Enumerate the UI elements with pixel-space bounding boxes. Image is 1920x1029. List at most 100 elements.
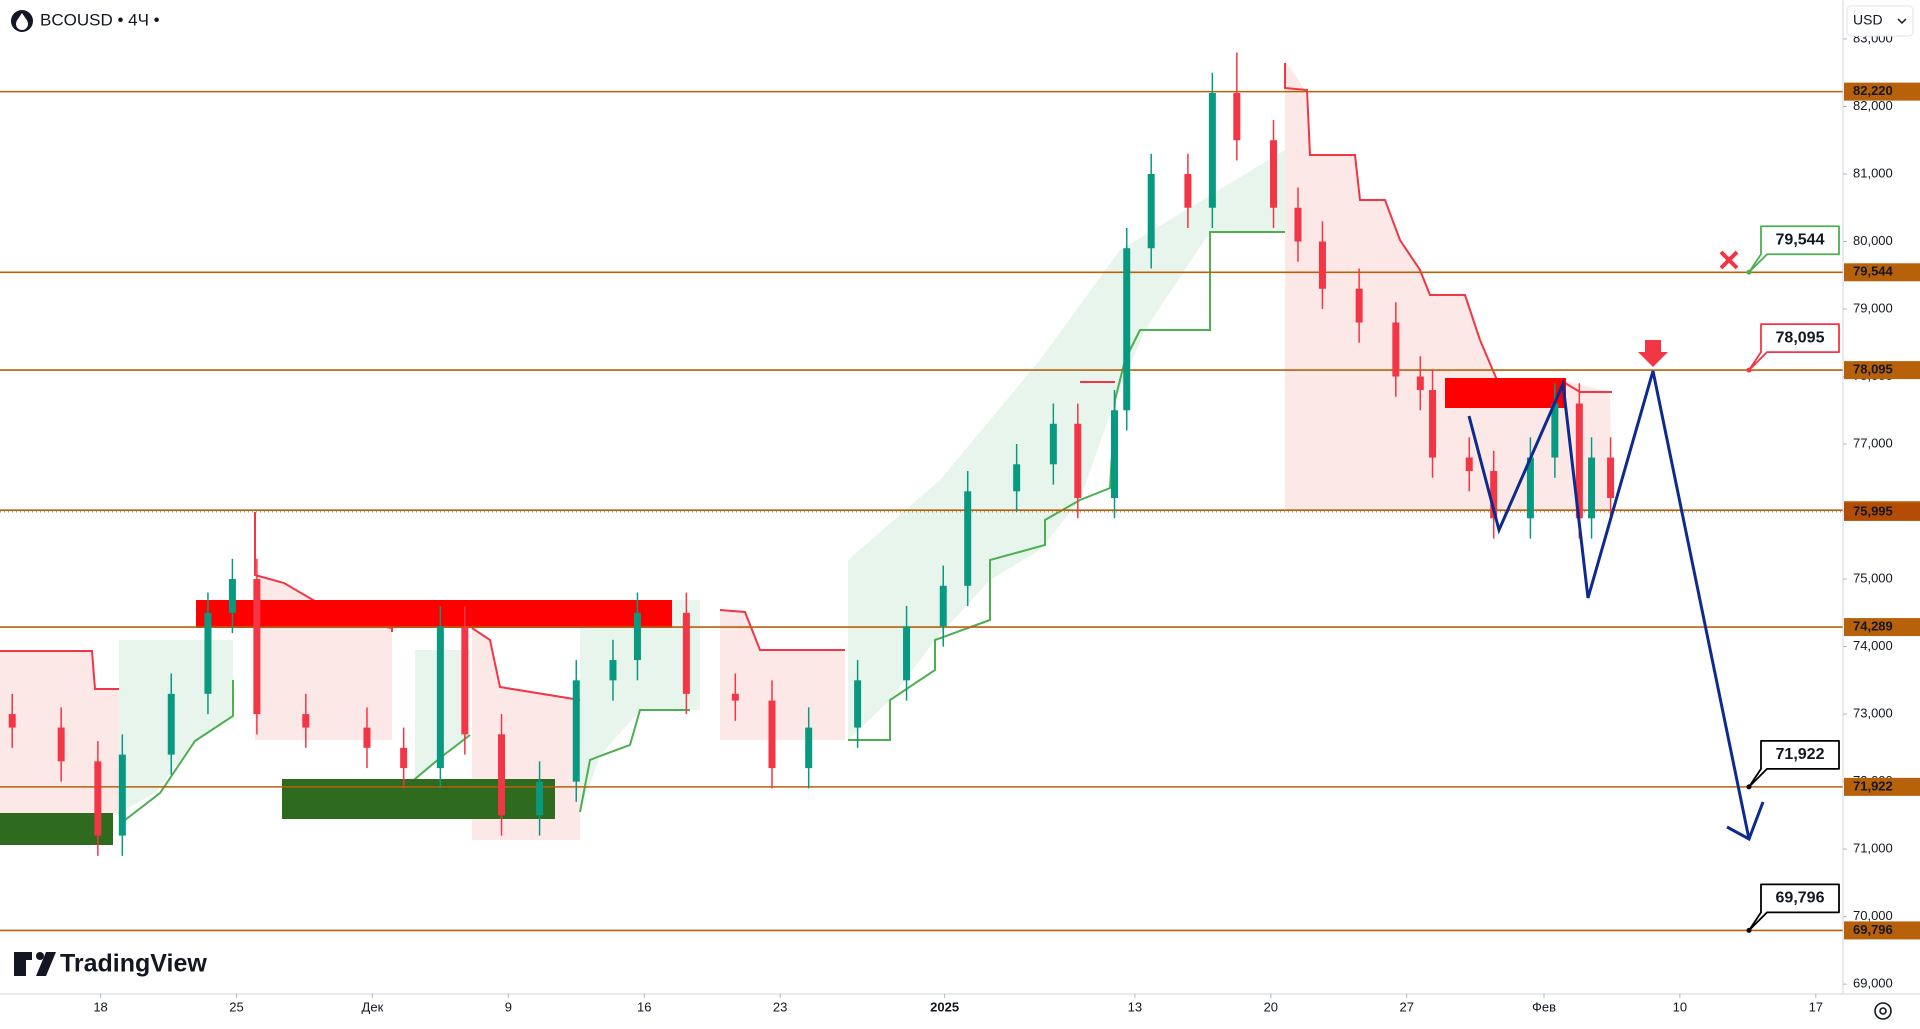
- x-tick-label: 9: [505, 999, 512, 1014]
- candle-body: [94, 761, 102, 836]
- level-label: 79,544: [1853, 264, 1894, 279]
- projection-path: [1467, 370, 1751, 840]
- level-label-bg: [1844, 263, 1920, 282]
- candle-body: [731, 693, 739, 701]
- supply-zone: [196, 600, 672, 628]
- settings-button[interactable]: [1874, 1002, 1892, 1020]
- x-tick-label: 18: [93, 999, 107, 1014]
- callout-label: 71,922: [1776, 746, 1825, 763]
- x-tick-label: 25: [229, 999, 243, 1014]
- dropdown-chevron: [1897, 18, 1907, 25]
- candle-body: [1147, 173, 1155, 249]
- x-tick-label: 13: [1128, 999, 1142, 1014]
- candle-body: [167, 693, 175, 755]
- callout-label: 69,796: [1776, 890, 1825, 907]
- y-tick-label: 74,000: [1853, 638, 1893, 653]
- down-arrow: [1638, 340, 1668, 367]
- y-tick-label: 69,000: [1853, 976, 1893, 991]
- y-tick-label: 73,000: [1853, 706, 1893, 721]
- demand-zone: [0, 813, 113, 845]
- y-tick-label: 75,000: [1853, 571, 1893, 586]
- candle-body: [682, 612, 690, 694]
- demand-zone: [282, 779, 555, 819]
- currency-label: USD: [1853, 12, 1883, 28]
- candle-body: [1318, 241, 1326, 289]
- candle-body: [1123, 248, 1131, 411]
- candle-body: [461, 626, 469, 735]
- level-label: 69,796: [1853, 922, 1893, 937]
- level-label: 74,289: [1853, 619, 1893, 634]
- level-label-bg: [1844, 921, 1920, 940]
- current-price-label-bg: [1844, 502, 1920, 521]
- candle-body: [1270, 140, 1278, 208]
- candle-body: [118, 754, 126, 836]
- candle-body: [57, 727, 65, 762]
- supply-zone: [1445, 378, 1566, 408]
- candle-body: [1184, 173, 1192, 208]
- x-tick-label: Дек: [362, 999, 384, 1014]
- candle-body: [609, 660, 617, 681]
- candle-body: [436, 626, 444, 769]
- x-tick-label: 17: [1809, 999, 1823, 1014]
- x-tick-label: 27: [1399, 999, 1413, 1014]
- trend-fill: [580, 600, 700, 812]
- candle-body: [1490, 471, 1498, 519]
- candle-body: [302, 714, 310, 728]
- candle-body: [1233, 92, 1241, 141]
- candle-body: [1208, 92, 1216, 208]
- y-tick-label: 70,000: [1853, 908, 1893, 923]
- callout-label: 79,544: [1776, 232, 1825, 249]
- candles: [8, 52, 1615, 856]
- candle-body: [964, 491, 972, 586]
- candle-body: [1416, 376, 1424, 391]
- y-tick-label: 81,000: [1853, 165, 1893, 180]
- supertrend-line: [579, 709, 690, 813]
- candle-body: [1294, 207, 1302, 242]
- callouts: 79,544 78,095 71,922 69,796: [1746, 225, 1840, 933]
- candle-body: [1392, 322, 1400, 377]
- projection-arrowhead: [1726, 801, 1765, 842]
- callout-box: [1748, 739, 1840, 788]
- candle-body: [204, 612, 212, 694]
- callout-box: [1748, 225, 1840, 274]
- candle-body: [1551, 403, 1559, 458]
- y-tick-label: 79,000: [1853, 300, 1893, 315]
- candle-body: [903, 626, 911, 681]
- candle-body: [633, 612, 641, 661]
- level-label-bg: [1844, 361, 1920, 380]
- level-label-bg: [1844, 618, 1920, 637]
- candle-body: [400, 747, 408, 769]
- candle-body: [1110, 410, 1118, 499]
- callout-box: [1748, 883, 1840, 932]
- candle-body: [1526, 457, 1534, 519]
- candle-body: [1575, 403, 1583, 519]
- candle-body: [228, 579, 236, 613]
- x-tick-label: 20: [1264, 999, 1278, 1014]
- supertrend-line: [471, 627, 581, 701]
- y-tick-label: 77,000: [1853, 435, 1893, 450]
- y-tick-label: 80,000: [1853, 233, 1893, 248]
- candle-body: [1355, 288, 1363, 323]
- gear-hub: [1879, 1007, 1887, 1015]
- drop-icon: [16, 13, 28, 30]
- chart-title: BCOUSD • 4Ч •: [40, 10, 160, 29]
- candle-body: [1429, 390, 1437, 458]
- current-price-label: 75,995: [1853, 503, 1893, 518]
- candle-body: [1465, 457, 1473, 472]
- candle-body: [363, 727, 371, 748]
- brand-logo-dot: [36, 952, 44, 960]
- brand-name: TradingView: [60, 950, 207, 978]
- trend-fill: [720, 610, 845, 740]
- callout-label: 78,095: [1776, 329, 1825, 346]
- candle-body: [572, 680, 580, 782]
- x-tick-label: 23: [773, 999, 787, 1014]
- y-tick-label: 71,000: [1853, 841, 1893, 856]
- candle-body: [8, 714, 16, 728]
- currency-button[interactable]: [1846, 5, 1914, 37]
- y-tick-label: 82,000: [1853, 98, 1893, 113]
- level-label-bg: [1844, 82, 1920, 101]
- axes: 69,00070,00071,00072,00073,00074,00075,0…: [93, 30, 1920, 1014]
- candle-body: [1607, 457, 1615, 499]
- supertrend-line: [0, 650, 119, 690]
